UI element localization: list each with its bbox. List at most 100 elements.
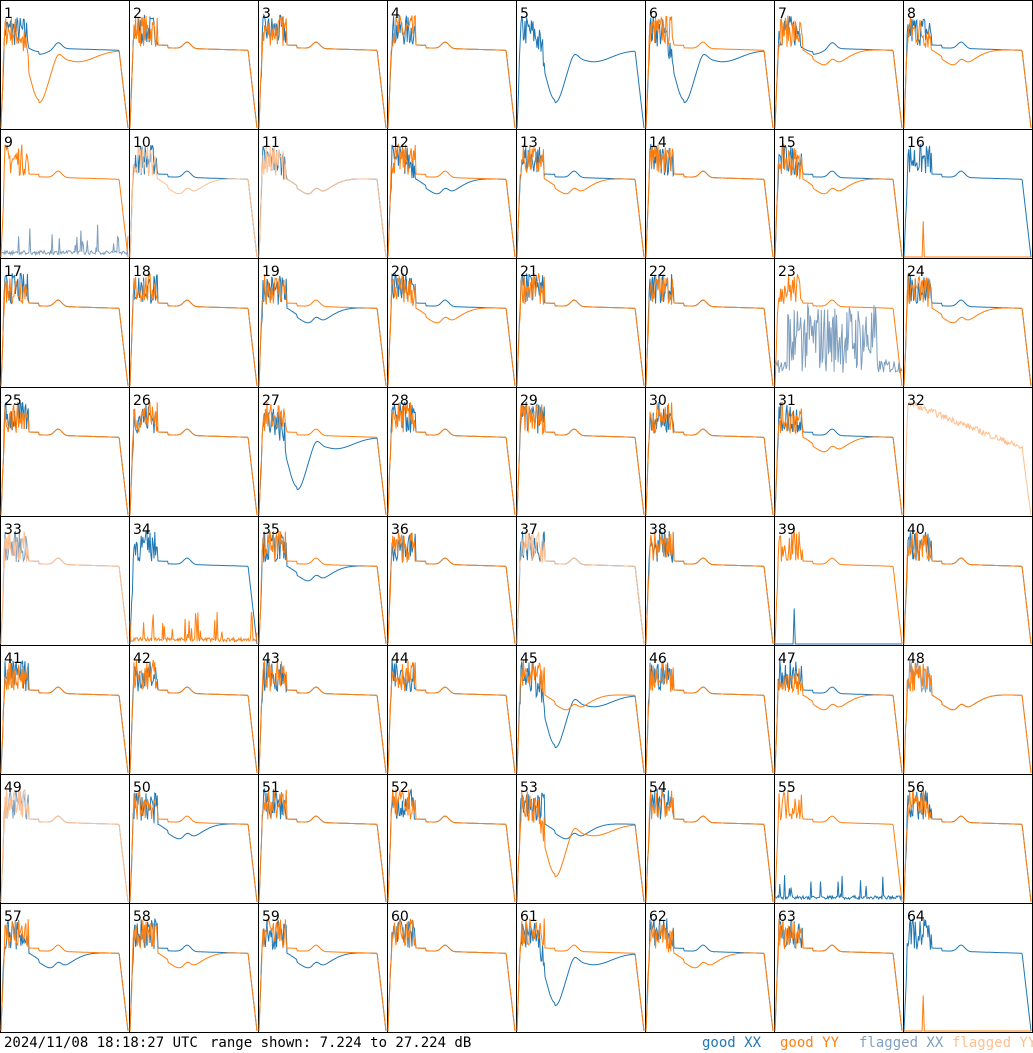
panel-label: 49 [4,780,22,796]
panel-label: 38 [649,522,667,538]
series-yy-panel-30 [645,402,774,516]
series-xx-panel-55 [774,875,903,901]
series-yy-panel-44 [387,660,516,774]
panel-label: 41 [4,651,22,667]
panel-14: 14 [645,129,775,259]
panel-20: 20 [387,258,517,388]
series-xx-panel-16 [903,143,1032,258]
panel-label: 43 [262,651,280,667]
panel-label: 18 [133,264,151,280]
panel-39: 39 [774,516,904,646]
panel-frame [516,516,646,646]
series-yy-panel-18 [129,273,258,387]
panel-label: 50 [133,780,151,796]
panel-43: 43 [258,645,388,775]
panel-48: 48 [903,645,1033,775]
panel-label: 39 [778,522,796,538]
panel-frame [774,387,904,517]
series-yy-panel-12 [387,143,516,258]
panel-44: 44 [387,645,517,775]
panel-label: 28 [391,393,409,409]
panel-7: 7 [774,0,904,130]
series-yy-panel-23 [774,274,903,387]
panel-label: 16 [907,135,925,151]
footer: 2024/11/08 18:18:27 UTC range shown: 7.2… [0,1033,1033,1053]
series-yy-panel-13 [516,144,645,258]
panel-label: 20 [391,264,409,280]
panel-3: 3 [258,0,388,130]
panel-6: 6 [645,0,775,130]
panel-11: 11 [258,129,388,259]
panel-label: 10 [133,135,151,151]
panel-5: 5 [516,0,646,130]
panel-1: 1 [0,0,130,130]
series-yy-panel-6 [645,15,774,129]
panel-frame [0,645,130,775]
series-yy-panel-62 [645,921,774,1032]
panel-34: 34 [129,516,259,646]
panel-label: 11 [262,135,280,151]
panel-59: 59 [258,903,388,1033]
series-yy-panel-14 [645,144,774,258]
panel-frame [0,903,130,1033]
panel-16: 16 [903,129,1033,259]
panel-63: 63 [774,903,904,1033]
panel-frame [258,387,388,517]
panel-frame [387,516,517,646]
legend-flagged-yy: flagged YY [952,1035,1033,1051]
series-yy-panel-47 [774,668,903,774]
panel-label: 64 [907,909,925,925]
panel-17: 17 [0,258,130,388]
series-yy-panel-3 [258,16,387,129]
panel-40: 40 [903,516,1033,646]
panel-label: 55 [778,780,796,796]
series-yy-panel-63 [774,918,903,1032]
panel-frame [0,0,130,130]
series-yy-panel-45 [516,660,645,774]
panel-label: 27 [262,393,280,409]
panel-25: 25 [0,387,130,517]
series-yy-panel-21 [516,272,645,387]
series-yy-panel-11 [258,145,387,258]
series-yy-panel-42 [129,659,258,774]
series-yy-panel-50 [129,790,258,903]
series-yy-panel-40 [903,531,1032,645]
series-yy-panel-38 [645,531,774,645]
panel-9: 9 [0,129,130,259]
panel-22: 22 [645,258,775,388]
panel-label: 48 [907,651,925,667]
series-yy-panel-10 [129,146,258,258]
series-yy-panel-7 [774,15,903,129]
series-yy-panel-53 [516,790,645,903]
panel-51: 51 [258,774,388,904]
panel-64: 64 [903,903,1033,1033]
series-xx-panel-34 [129,531,258,645]
series-yy-panel-35 [258,530,387,645]
panel-57: 57 [0,903,130,1033]
series-yy-panel-1 [0,17,129,129]
series-xx-panel-27 [258,408,387,516]
panel-label: 45 [520,651,538,667]
panel-label: 24 [907,264,925,280]
panel-frame [0,516,130,646]
panel-24: 24 [903,258,1033,388]
panel-label: 58 [133,909,151,925]
series-yy-panel-37 [516,531,645,645]
legend-good-yy: good YY [780,1035,840,1051]
panel-37: 37 [516,516,646,646]
panel-15: 15 [774,129,904,259]
panel-label: 63 [778,909,796,925]
panel-36: 36 [387,516,517,646]
panel-frame [645,0,775,130]
panel-4: 4 [387,0,517,130]
panel-label: 44 [391,651,409,667]
panel-frame [258,129,388,259]
series-yy-panel-46 [645,661,774,774]
panel-label: 5 [520,6,529,22]
series-xx-panel-39 [775,608,902,645]
panel-frame [258,0,388,130]
series-xx-panel-1 [0,17,129,129]
panel-frame [129,387,259,517]
panel-label: 12 [391,135,409,151]
